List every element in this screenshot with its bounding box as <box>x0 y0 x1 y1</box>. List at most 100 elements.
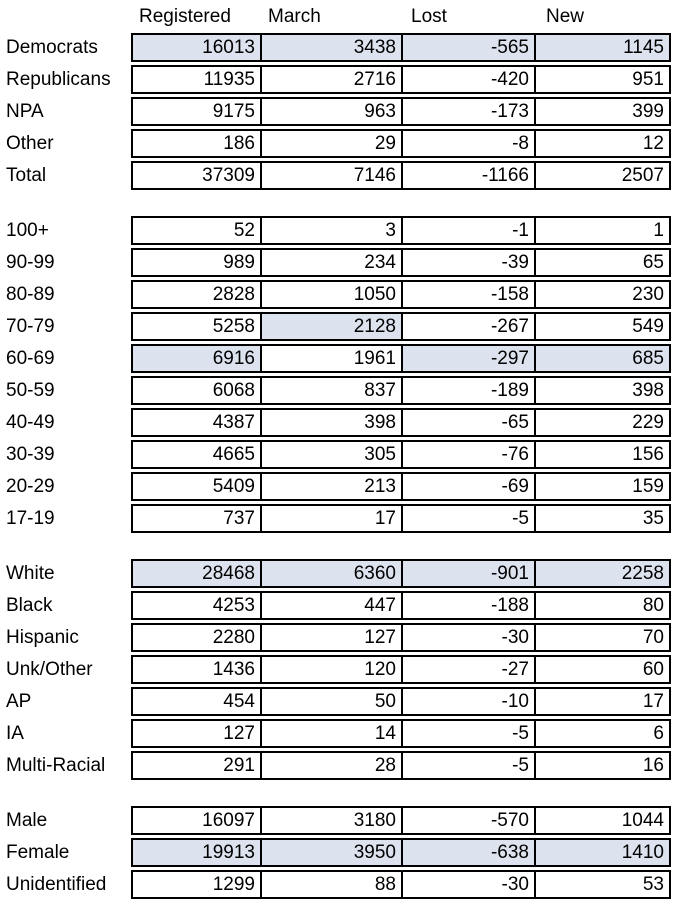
row-label: 20-29 <box>6 476 55 497</box>
value-cell: 234 <box>260 250 401 275</box>
table-row: IA 127 14 -5 6 <box>0 719 679 748</box>
value-cell: -297 <box>401 346 534 371</box>
section-age-groups: 100+ 52 3 -1 1 90-99 989 234 -39 65 80-89 2828 1050-… <box>0 216 679 533</box>
table-row: Unk/Other 1436 120 -27 60 <box>0 655 679 684</box>
row-label: 60-69 <box>6 348 55 369</box>
value-cell: 213 <box>260 474 401 499</box>
table-row: Black 4253 447 -188 80 <box>0 591 679 620</box>
value-cell: 1299 <box>212 874 255 895</box>
value-cell: 70 <box>534 625 669 650</box>
value-cell: 16 <box>534 753 669 778</box>
row-label: Republicans <box>6 69 111 90</box>
value-cell: 1961 <box>260 346 401 371</box>
value-cell: -5 <box>401 753 534 778</box>
row-cell-group: 6916 1961 -297 685 <box>131 344 671 373</box>
row-label: Multi-Racial <box>6 755 106 776</box>
value-cell: 1436 <box>212 659 255 680</box>
value-cell: 1145 <box>534 35 669 60</box>
value-cell: -8 <box>401 131 534 156</box>
row-cell-group: 2280 127 -30 70 <box>131 623 671 652</box>
table-row: Hispanic 2280 127 -30 70 <box>0 623 679 652</box>
table-row: 100+ 52 3 -1 1 <box>0 216 679 245</box>
value-cell: -5 <box>401 506 534 531</box>
value-cell: -39 <box>401 250 534 275</box>
value-cell: 837 <box>260 378 401 403</box>
row-cell-group: 1299 88 -30 53 <box>131 870 671 899</box>
value-cell: 156 <box>534 442 669 467</box>
row-cell-group: 186 29 -8 12 <box>131 129 671 158</box>
value-cell: -420 <box>401 67 534 92</box>
value-cell: 398 <box>534 378 669 403</box>
value-cell: 6 <box>534 721 669 746</box>
column-header-registered: Registered <box>139 6 231 27</box>
value-cell: 120 <box>260 657 401 682</box>
value-cell: 2280 <box>212 627 255 648</box>
row-label: AP <box>6 691 32 712</box>
row-label: White <box>6 563 55 584</box>
table-row: Republicans 11935 2716 -420 951 <box>0 65 679 94</box>
value-cell: -5 <box>401 721 534 746</box>
value-cell: 4665 <box>212 444 255 465</box>
value-cell: 35 <box>534 506 669 531</box>
row-label: 40-49 <box>6 412 55 433</box>
row-label: 90-99 <box>6 252 55 273</box>
value-cell: 4253 <box>212 595 255 616</box>
table-row: Female 19913 3950 -638 1410 <box>0 838 679 867</box>
value-cell: -188 <box>401 593 534 618</box>
table-row: Unidentified 1299 88 -30 53 <box>0 870 679 899</box>
table-row: Other 186 29 -8 12 <box>0 129 679 158</box>
value-cell: 2828 <box>212 284 255 305</box>
row-label: 30-39 <box>6 444 55 465</box>
value-cell: 52 <box>233 220 255 241</box>
value-cell: -901 <box>401 561 534 586</box>
table-row: NPA 9175 963 -173 399 <box>0 97 679 126</box>
value-cell: 2258 <box>534 561 669 586</box>
row-label: 70-79 <box>6 316 55 337</box>
value-cell: -158 <box>401 282 534 307</box>
value-cell: 11935 <box>203 69 255 90</box>
table-row: White 28468 6360 -901 2258 <box>0 559 679 588</box>
table-row: Multi-Racial 291 28 -5 16 <box>0 751 679 780</box>
value-cell: 7146 <box>260 163 401 188</box>
row-cell-group: 454 50 -10 17 <box>131 687 671 716</box>
row-cell-group: 4665 305 -76 156 <box>131 440 671 469</box>
value-cell: 1044 <box>534 808 669 833</box>
value-cell: -30 <box>401 625 534 650</box>
value-cell: 963 <box>260 99 401 124</box>
value-cell: 12 <box>534 131 669 156</box>
value-cell: 80 <box>534 593 669 618</box>
row-cell-group: 4387 398 -65 229 <box>131 408 671 437</box>
value-cell: 6916 <box>133 346 260 371</box>
row-label: 17-19 <box>6 508 55 529</box>
row-label: Black <box>6 595 53 616</box>
value-cell: 398 <box>260 410 401 435</box>
row-label: 80-89 <box>6 284 55 305</box>
row-cell-group: 16013 3438 -565 1145 <box>131 33 671 62</box>
value-cell: 3180 <box>260 808 401 833</box>
value-cell: -565 <box>401 35 534 60</box>
value-cell: 305 <box>260 442 401 467</box>
column-header-lost: Lost <box>411 6 447 27</box>
value-cell: -638 <box>401 840 534 865</box>
value-cell: 291 <box>223 755 255 776</box>
row-label: Unk/Other <box>6 659 93 680</box>
value-cell: 229 <box>534 410 669 435</box>
value-cell: -10 <box>401 689 534 714</box>
value-cell: 1050 <box>260 282 401 307</box>
row-cell-group: 127 14 -5 6 <box>131 719 671 748</box>
value-cell: -30 <box>401 872 534 897</box>
row-cell-group: 5409 213 -69 159 <box>131 472 671 501</box>
value-cell: 17 <box>534 689 669 714</box>
value-cell: 37309 <box>202 165 255 186</box>
value-cell: 28468 <box>133 561 260 586</box>
section-gender: Male 16097 3180 -570 1044 Female 19913 3950 -638… <box>0 806 679 899</box>
row-cell-group: 5258 2128 -267 549 <box>131 312 671 341</box>
value-cell: 4387 <box>212 412 255 433</box>
value-cell: 2716 <box>260 67 401 92</box>
value-cell: 1 <box>534 218 669 243</box>
row-cell-group: 989 234 -39 65 <box>131 248 671 277</box>
value-cell: 737 <box>223 508 255 529</box>
value-cell: 28 <box>260 753 401 778</box>
row-label: Total <box>6 165 47 186</box>
value-cell: -267 <box>401 314 534 339</box>
